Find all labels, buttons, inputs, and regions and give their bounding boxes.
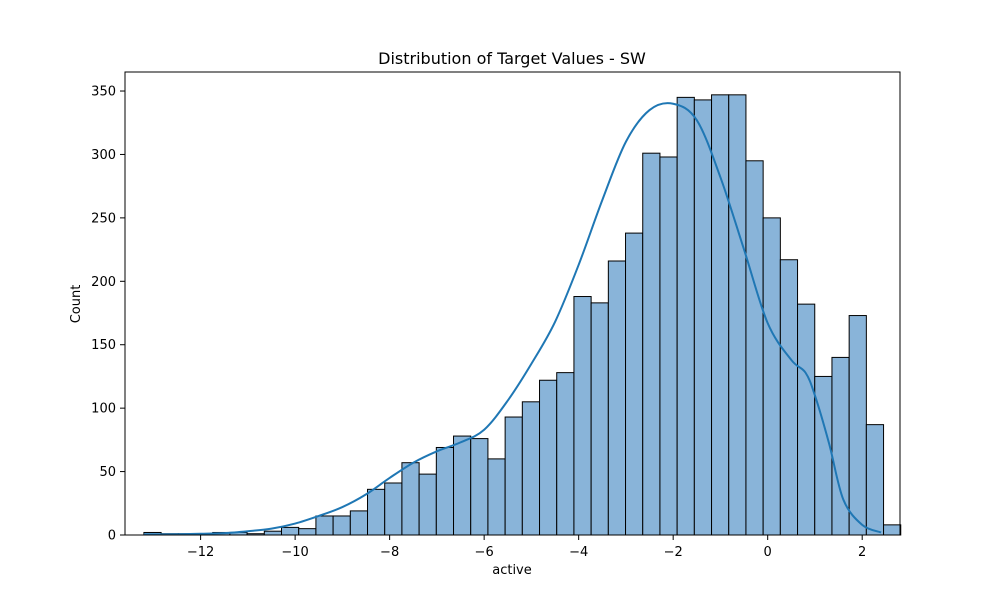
y-axis-label: Count	[69, 285, 84, 324]
histogram-bar	[642, 152, 661, 536]
histogram-bar	[848, 315, 867, 536]
histogram-bar	[453, 435, 472, 536]
histogram-bar	[401, 462, 420, 536]
x-tick-label: −12	[187, 545, 214, 560]
histogram-bar	[865, 424, 885, 536]
y-tick-label: 50	[99, 465, 116, 480]
histogram-bar	[384, 482, 403, 536]
kde-curve	[143, 102, 882, 536]
histogram-bar	[693, 99, 713, 536]
y-tick-label: 350	[91, 85, 116, 100]
histogram-bar	[607, 260, 627, 536]
histogram-bar	[487, 458, 506, 536]
x-tick-label: −4	[569, 545, 588, 560]
y-tick-label: 0	[108, 529, 116, 544]
x-tick-label: −6	[475, 545, 494, 560]
histogram-bar	[573, 296, 592, 536]
histogram-bar	[539, 379, 558, 536]
x-tick-label: 0	[764, 545, 772, 560]
histogram-bar	[745, 160, 764, 536]
x-axis-ticks: −12 −10 −8 −6 −4 −2 0 2	[187, 535, 866, 560]
y-tick-label: 250	[91, 211, 116, 226]
histogram-bar	[418, 473, 437, 536]
y-tick-label: 200	[91, 275, 116, 290]
histogram-bar	[298, 528, 317, 536]
histogram-bar	[659, 156, 678, 536]
histogram-bar	[263, 530, 283, 536]
histogram-bar	[315, 515, 334, 536]
histogram-bar	[435, 446, 455, 536]
histogram-bar	[883, 524, 902, 536]
y-tick-label: 150	[91, 338, 116, 353]
y-tick-label: 300	[91, 148, 116, 163]
y-tick-label: 100	[91, 402, 116, 417]
histogram-bar	[762, 217, 781, 536]
x-tick-label: −2	[664, 545, 683, 560]
histogram-bar	[590, 302, 609, 536]
histogram-bar	[349, 510, 369, 536]
histogram-bars	[143, 94, 902, 536]
histogram-bar	[625, 232, 644, 536]
y-axis-ticks: 0 50 100 150 200 250 300 350	[91, 85, 125, 544]
histogram-bar	[470, 438, 489, 536]
x-tick-label: 2	[858, 545, 866, 560]
x-axis-label: active	[492, 563, 532, 578]
histogram-bar	[676, 96, 695, 536]
x-tick-label: −10	[281, 545, 308, 560]
histogram-bar	[556, 372, 575, 536]
plot-frame	[124, 71, 901, 536]
histogram-bar	[504, 416, 523, 536]
histogram-bar	[728, 94, 747, 536]
histogram-bar	[281, 526, 300, 536]
histogram-bar	[332, 515, 351, 536]
chart-title: Distribution of Target Values - SW	[378, 49, 646, 68]
histogram-bar	[779, 259, 799, 536]
histogram-bar	[797, 303, 816, 536]
histogram-bar	[367, 488, 386, 536]
histogram-bar	[521, 401, 541, 536]
x-tick-label: −8	[380, 545, 399, 560]
